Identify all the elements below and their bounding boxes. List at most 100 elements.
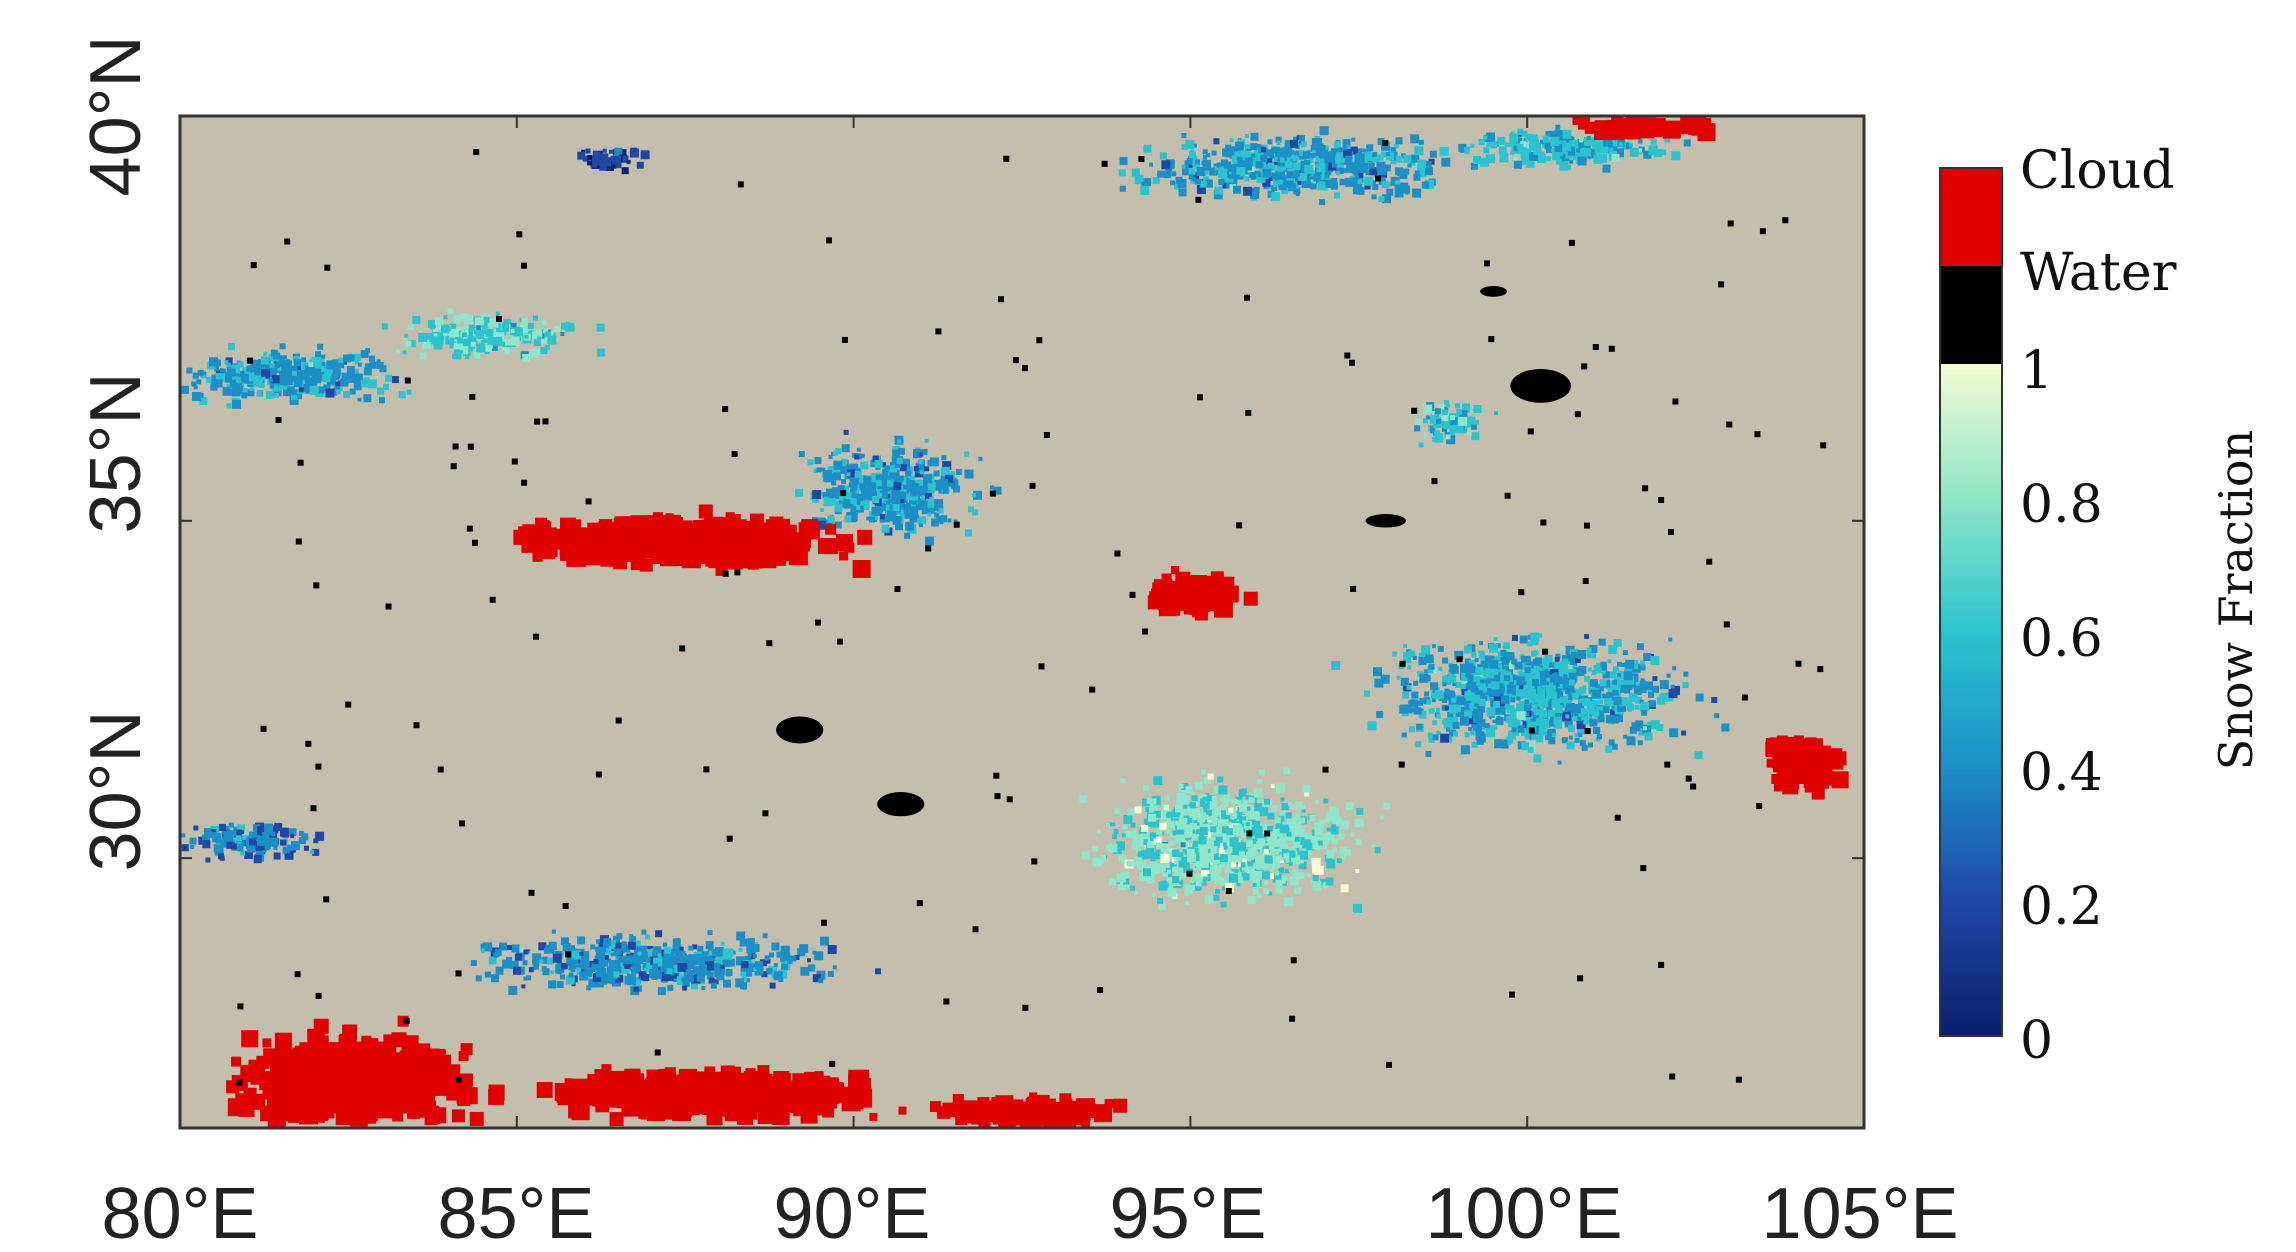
snow-pixel (1251, 812, 1260, 821)
snow-pixel (1532, 658, 1540, 666)
snow-pixel (616, 933, 623, 940)
snow-pixel (1600, 661, 1607, 668)
snow-pixel (1190, 791, 1195, 796)
snow-pixel (240, 850, 246, 856)
snow-pixel (1555, 124, 1561, 130)
snow-pixel (1517, 128, 1524, 135)
snow-pixel (1552, 151, 1562, 161)
snow-pixel (1218, 785, 1228, 795)
snow-pixel (1590, 681, 1598, 690)
snow-pixel (1242, 150, 1250, 158)
snow-pixel (398, 391, 406, 399)
snow-pixel (1280, 797, 1285, 802)
snow-pixel (899, 511, 907, 519)
snow-pixel (1376, 161, 1386, 171)
snow-pixel (1566, 164, 1572, 170)
snow-pixel (913, 466, 919, 472)
snow-pixel (875, 968, 881, 975)
snow-pixel (1448, 675, 1457, 684)
snow-pixel (1161, 160, 1171, 170)
snow-pixel (1499, 657, 1504, 661)
snow-pixel (1549, 130, 1556, 137)
snow-pixel (271, 375, 280, 384)
snow-pixel (1639, 699, 1644, 704)
snow-pixel (1510, 697, 1516, 703)
snow-pixel (1239, 803, 1247, 812)
snow-pixel (1149, 832, 1156, 839)
snow-pixel (1515, 732, 1520, 737)
snow-pixel (1550, 148, 1555, 152)
snow-pixel (1460, 712, 1466, 718)
snow-pixel (1522, 671, 1532, 681)
snow-pixel (1593, 154, 1599, 160)
snow-pixel (1617, 702, 1627, 712)
snow-pixel (243, 388, 248, 392)
snow-pixel (1500, 669, 1506, 675)
snow-pixel (491, 344, 498, 351)
snow-pixel (560, 963, 567, 970)
snow-pixel (834, 500, 841, 507)
snow-pixel (1598, 153, 1608, 163)
snow-pixel (1473, 405, 1482, 413)
snow-pixel (1574, 656, 1581, 663)
snow-pixel (1263, 888, 1270, 894)
snow-pixel (1504, 675, 1510, 682)
snow-pixel (1127, 860, 1134, 867)
snow-pixel (633, 940, 641, 948)
snow-pixel (1714, 713, 1720, 719)
snow-pixel (1501, 662, 1507, 668)
snow-pixel (1637, 740, 1643, 746)
snow-pixel (872, 491, 877, 497)
snow-pixel (205, 828, 211, 835)
snow-pixel (634, 962, 641, 969)
snow-pixel (833, 472, 841, 481)
snow-pixel (1273, 848, 1280, 855)
snow-pixel (850, 505, 859, 514)
snow-pixel (1152, 852, 1160, 860)
snow-pixel (1281, 187, 1289, 195)
snow-pixel (221, 368, 226, 373)
snow-pixel (1411, 708, 1416, 712)
snow-pixel (1338, 833, 1345, 840)
snow-pixel (1440, 733, 1450, 743)
snow-pixel (1257, 779, 1263, 785)
snow-pixel (1560, 154, 1566, 159)
cloud-pixel (679, 549, 693, 562)
snow-pixel (1279, 843, 1289, 853)
snow-pixel (1353, 903, 1363, 913)
snow-pixel (616, 950, 622, 956)
snow-pixel (670, 970, 679, 979)
snow-pixel (719, 957, 725, 963)
snow-pixel (894, 462, 901, 469)
snow-pixel (251, 360, 260, 369)
snow-pixel (1608, 739, 1615, 746)
snow-pixel (1539, 709, 1548, 718)
snow-pixel (1545, 131, 1552, 137)
snow-pixel (1550, 686, 1560, 696)
snow-pixel (584, 969, 593, 977)
snow-pixel (1245, 134, 1249, 138)
snow-pixel (1092, 845, 1099, 852)
snow-pixel (1345, 802, 1354, 811)
snow-pixel (1221, 886, 1226, 891)
snow-pixel (905, 470, 912, 477)
snow-pixel (1245, 851, 1254, 860)
snow-pixel (1547, 674, 1556, 683)
snow-pixel (1554, 657, 1560, 663)
snow-pixel (1256, 173, 1266, 183)
snow-pixel (1272, 873, 1282, 883)
snow-pixel (1228, 174, 1235, 181)
snow-pixel (1127, 808, 1135, 816)
snow-pixel (242, 366, 249, 373)
snow-pixel (611, 962, 621, 972)
snow-pixel (1721, 723, 1730, 732)
snow-pixel (1180, 800, 1189, 809)
snow-pixel (1239, 849, 1245, 856)
snow-pixel (722, 948, 731, 957)
snow-pixel (1260, 155, 1268, 163)
snow-pixel (377, 387, 385, 395)
snow-pixel (1214, 827, 1219, 832)
snow-pixel (476, 343, 486, 353)
cloud-pixel (769, 528, 786, 545)
snow-pixel (1112, 834, 1118, 840)
